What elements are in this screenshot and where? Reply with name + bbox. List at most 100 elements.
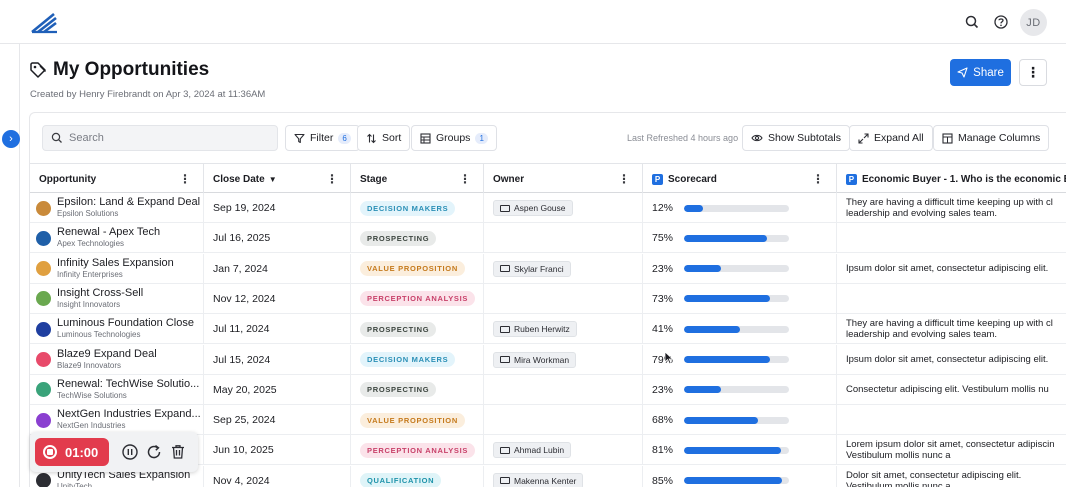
economic-buyer-cell[interactable]: Dolor sit amet, consectetur adipiscing e… [846, 469, 1022, 487]
opportunity-cell[interactable]: Infinity Sales Expansion Infinity Enterpr… [30, 253, 204, 284]
scorecard-cell[interactable]: 23% [643, 374, 837, 405]
column-menu-icon[interactable]: ⋮ [459, 172, 471, 186]
owner-cell[interactable] [484, 283, 643, 314]
stage-cell[interactable]: DECISION MAKERS [351, 193, 484, 223]
opportunity-cell[interactable]: Luminous Foundation Close Luminous Techno… [30, 314, 204, 345]
column-menu-icon[interactable]: ⋮ [812, 172, 824, 186]
opportunity-cell[interactable]: Renewal: TechWise Solutio... TechWise Sol… [30, 374, 204, 405]
opportunity-cell[interactable]: UnityTech Sales Expansion UnityTech [30, 465, 204, 487]
table-row[interactable]: NextGen Industries Expand... NextGen Indu… [30, 405, 1066, 436]
opportunity-cell[interactable]: Insight Cross-Sell Insight Innovators [30, 283, 204, 314]
stage-cell[interactable]: VALUE PROPOSITION [351, 405, 484, 436]
opportunity-cell[interactable]: Renewal - Apex Tech Apex Technologies [30, 223, 204, 254]
economic-buyer-cell[interactable]: Ipsum dolor sit amet, consectetur adipis… [846, 263, 1049, 275]
column-header-owner[interactable]: Owner ⋮ [484, 164, 643, 194]
opportunity-name[interactable]: Luminous Foundation Close [57, 317, 194, 330]
stage-cell[interactable]: QUALIFICATION [351, 465, 484, 487]
table-row[interactable]: UnityTech Sales Expansion UnityTech Nov 4,… [30, 465, 1066, 487]
scorecard-cell[interactable]: 68% [643, 405, 837, 436]
filter-button[interactable]: Filter 6 [285, 125, 360, 151]
search-box[interactable] [42, 125, 278, 151]
close-date-cell[interactable]: May 20, 2025 [204, 374, 351, 405]
column-menu-icon[interactable]: ⋮ [618, 172, 630, 186]
stop-recording-button[interactable]: 01:00 [35, 438, 109, 466]
owner-chip[interactable]: Makenna Kenter [493, 472, 584, 487]
stage-cell[interactable]: PERCEPTION ANALYSIS [351, 435, 484, 466]
owner-chip[interactable]: Ruben Herwitz [493, 321, 577, 338]
owner-chip[interactable]: Ahmad Lubin [493, 442, 572, 459]
stage-cell[interactable]: PROSPECTING [351, 374, 484, 405]
economic-buyer-cell[interactable] [837, 284, 1066, 314]
column-header-opportunity[interactable]: Opportunity ⋮ [30, 164, 204, 194]
stage-cell[interactable]: PROSPECTING [351, 314, 484, 345]
manage-columns-button[interactable]: Manage Columns [933, 125, 1050, 151]
column-menu-icon[interactable]: ⋮ [326, 172, 338, 186]
more-options-button[interactable]: ⋮ [1019, 59, 1047, 86]
opportunity-name[interactable]: Insight Cross-Sell [57, 286, 144, 299]
trash-icon[interactable] [169, 443, 187, 461]
show-subtotals-button[interactable]: Show Subtotals [742, 125, 850, 151]
owner-chip[interactable]: Mira Workman [493, 351, 577, 368]
stage-cell[interactable]: PERCEPTION ANALYSIS [351, 283, 484, 314]
opportunity-cell[interactable]: Epsilon: Land & Expand Deal Epsilon Solut… [30, 193, 204, 223]
scorecard-cell[interactable]: 81% [643, 435, 837, 466]
stage-cell[interactable]: PROSPECTING [351, 223, 484, 254]
stage-cell[interactable]: VALUE PROPOSITION [351, 253, 484, 284]
owner-cell[interactable]: Mira Workman [484, 344, 643, 375]
close-date-cell[interactable]: Sep 25, 2024 [204, 405, 351, 436]
owner-cell[interactable]: Skylar Franci [484, 253, 643, 284]
scorecard-cell[interactable]: 12% [643, 193, 837, 223]
app-logo[interactable] [30, 12, 58, 34]
owner-cell[interactable]: Aspen Gouse [484, 193, 643, 223]
column-header-scorecard[interactable]: P Scorecard ⋮ [643, 164, 837, 194]
close-date-cell[interactable]: Jul 11, 2024 [204, 314, 351, 345]
economic-buyer-cell[interactable]: Lorem ipsum dolor sit amet, consectetur … [846, 439, 1055, 462]
opportunity-name[interactable]: Infinity Sales Expansion [57, 256, 174, 269]
opportunity-cell[interactable]: NextGen Industries Expand... NextGen Indu… [30, 405, 204, 436]
close-date-cell[interactable]: Jul 16, 2025 [204, 223, 351, 254]
opportunity-name[interactable]: Renewal - Apex Tech [57, 226, 161, 239]
economic-buyer-cell[interactable] [837, 405, 1066, 435]
owner-cell[interactable]: Ahmad Lubin [484, 435, 643, 466]
expand-all-button[interactable]: Expand All [849, 125, 933, 151]
close-date-cell[interactable]: Nov 12, 2024 [204, 283, 351, 314]
groups-button[interactable]: Groups 1 [411, 125, 497, 151]
owner-cell[interactable] [484, 374, 643, 405]
close-date-cell[interactable]: Jul 15, 2024 [204, 344, 351, 375]
owner-cell[interactable] [484, 223, 643, 254]
table-row[interactable]: Insight Cross-Sell Insight Innovators Nov … [30, 283, 1066, 314]
owner-chip[interactable]: Skylar Franci [493, 260, 571, 277]
table-row[interactable]: Blaze9 Expand Deal Blaze9 Innovators Jul 1… [30, 344, 1066, 375]
table-row[interactable]: Renewal: TechWise Solutio... TechWise Sol… [30, 374, 1066, 405]
opportunity-name[interactable]: UnityTech Sales Expansion [57, 468, 191, 481]
owner-chip[interactable]: Aspen Gouse [493, 200, 573, 216]
restart-icon[interactable] [145, 443, 163, 461]
scorecard-cell[interactable]: 41% [643, 314, 837, 345]
scorecard-cell[interactable]: 75% [643, 223, 837, 254]
close-date-cell[interactable]: Nov 4, 2024 [204, 465, 351, 487]
search-icon[interactable] [962, 12, 982, 32]
opportunity-cell[interactable]: Blaze9 Expand Deal Blaze9 Innovators [30, 344, 204, 375]
opportunity-name[interactable]: NextGen Industries Expand... [57, 408, 201, 421]
table-row[interactable]: Luminous Foundation Close Luminous Techno… [30, 314, 1066, 345]
sort-button[interactable]: Sort [357, 125, 411, 151]
search-input[interactable] [69, 132, 269, 144]
stage-cell[interactable]: DECISION MAKERS [351, 344, 484, 375]
scorecard-cell[interactable]: 73% [643, 283, 837, 314]
column-menu-icon[interactable]: ⋮ [179, 172, 191, 186]
table-row[interactable]: Infinity Sales Expansion Infinity Enterpr… [30, 253, 1066, 284]
owner-cell[interactable] [484, 405, 643, 436]
opportunity-name[interactable]: Blaze9 Expand Deal [57, 347, 157, 360]
table-row[interactable]: Renewal - Apex Tech Apex Technologies Jul … [30, 223, 1066, 254]
share-button[interactable]: Share [950, 59, 1011, 86]
column-header-stage[interactable]: Stage ⋮ [351, 164, 484, 194]
column-header-close-date[interactable]: Close Date ▼ ⋮ [204, 164, 351, 194]
economic-buyer-cell[interactable]: They are having a difficult time keeping… [846, 197, 1053, 219]
economic-buyer-cell[interactable]: Consectetur adipiscing elit. Vestibulum … [846, 384, 1049, 396]
pause-icon[interactable] [121, 443, 139, 461]
owner-cell[interactable]: Makenna Kenter [484, 465, 643, 487]
close-date-cell[interactable]: Sep 19, 2024 [204, 193, 351, 223]
opportunity-name[interactable]: Epsilon: Land & Expand Deal [57, 196, 201, 208]
economic-buyer-cell[interactable]: They are having a difficult time keeping… [846, 318, 1053, 341]
scorecard-cell[interactable]: 23% [643, 253, 837, 284]
